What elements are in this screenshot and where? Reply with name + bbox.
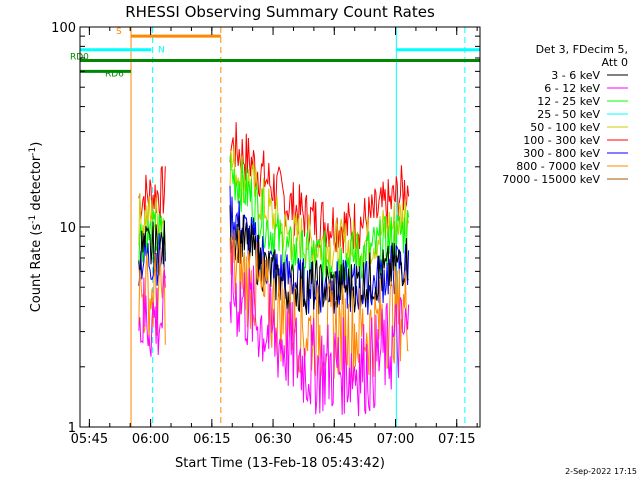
trace-6_12keV-1 xyxy=(229,241,410,417)
legend-label-3: 25 - 50 keV xyxy=(537,108,600,121)
x-tick-label-1: 06:00 xyxy=(132,432,169,447)
x-tick-label-0: 05:45 xyxy=(71,432,108,447)
x-tick-label-5: 07:00 xyxy=(377,432,414,447)
legend-label-1: 6 - 12 keV xyxy=(544,82,600,95)
legend-label-8: 7000 - 15000 keV xyxy=(502,173,600,186)
x-tick-label-4: 06:45 xyxy=(316,432,353,447)
flag-label-s: S xyxy=(116,27,122,37)
legend-label-0: 3 - 6 keV xyxy=(551,69,600,82)
trace-50_100keV-0 xyxy=(138,192,166,246)
legend-header-2: Att 0 xyxy=(602,56,628,69)
flag-label-n: N xyxy=(158,46,165,56)
x-axis-label: Start Time (13-Feb-18 05:43:42) xyxy=(175,456,385,471)
y-tick-label-1: 10 xyxy=(59,221,76,236)
trace-800_7000keV-1 xyxy=(229,229,409,382)
legend-label-4: 50 - 100 keV xyxy=(530,121,600,134)
legend-label-6: 300 - 800 keV xyxy=(523,147,600,160)
y-tick-label-2: 100 xyxy=(51,21,76,36)
x-tick-label-6: 07:15 xyxy=(438,432,475,447)
trace-3_6keV-0 xyxy=(138,220,166,279)
trace-6_12keV-0 xyxy=(138,269,166,357)
data-traces xyxy=(138,122,410,417)
x-tick-label-2: 06:15 xyxy=(193,432,230,447)
trace-12_25keV-1 xyxy=(229,155,410,285)
chart-title: RHESSI Observing Summary Count Rates xyxy=(125,3,435,21)
y-axis-label: Count Rate (s-1 detector-1) xyxy=(28,142,44,313)
trace-12_25keV-0 xyxy=(138,210,166,265)
legend-label-5: 100 - 300 keV xyxy=(523,134,600,147)
axes: 05:45 06:00 06:15 06:30 06:45 07:00 07:15 1 10 10… xyxy=(51,21,480,447)
legend-label-2: 12 - 25 keV xyxy=(537,95,600,108)
trace-100_300keV-0 xyxy=(138,165,166,221)
flag-label-rd6: RD6 xyxy=(105,69,124,79)
footer-date: 2-Sep-2022 17:15 xyxy=(565,467,637,476)
y-tick-label-0: 1 xyxy=(68,421,76,436)
x-tick-label-3: 06:30 xyxy=(254,432,291,447)
legend-header-1: Det 3, FDecim 5, xyxy=(536,43,628,56)
trace-100_300keV-1 xyxy=(229,122,410,254)
legend-label-7: 800 - 7000 keV xyxy=(516,160,600,173)
